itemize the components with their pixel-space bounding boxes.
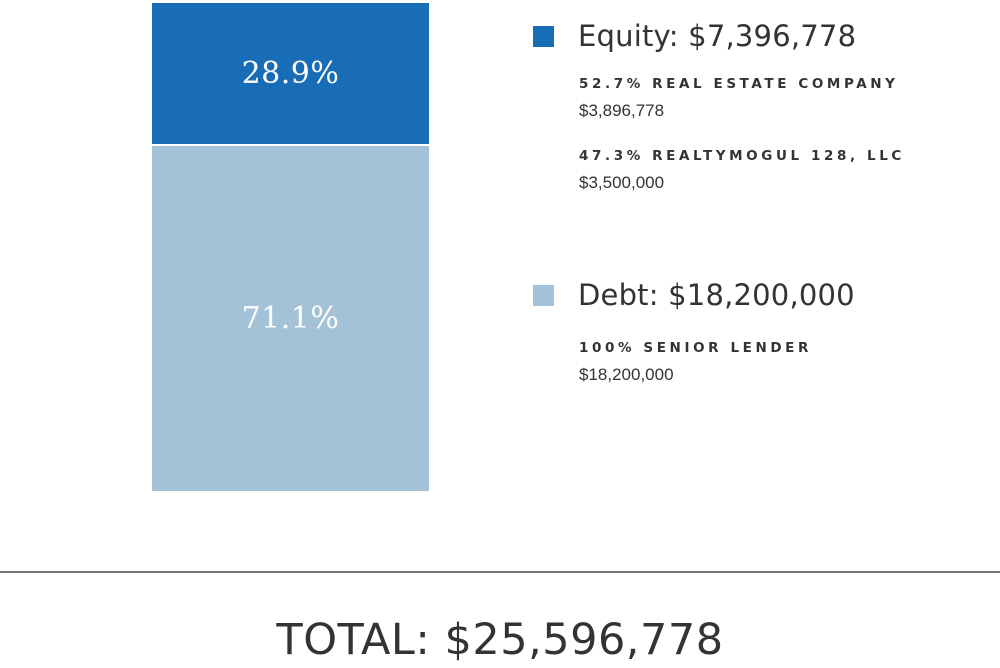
equity-holder-1-amount: $3,896,778 [579, 101, 665, 120]
equity-holder-2-name: 47.3% REALTYMOGUL 128, LLC [579, 148, 905, 164]
debt-holder-1-name: 100% SENIOR LENDER [579, 340, 812, 356]
bar-segment-equity: 28.9% [152, 3, 429, 144]
equity-holder-1-name: 52.7% REAL ESTATE COMPANY [579, 76, 899, 92]
legend-debt: Debt: $18,200,000 100% SENIOR LENDER $18… [533, 277, 855, 384]
debt-holder-1-amount: $18,200,000 [579, 365, 674, 384]
legend-equity-title: Equity: $7,396,778 [578, 19, 857, 53]
debt-holder-1: 100% SENIOR LENDER $18,200,000 [579, 339, 812, 385]
legend-debt-title: Debt: $18,200,000 [578, 278, 855, 312]
bar-value-label-equity: 28.9% [241, 56, 340, 91]
divider [0, 571, 1000, 573]
bar-value-label-debt: 71.1% [241, 301, 340, 336]
legend-equity-header: Equity: $7,396,778 [533, 18, 856, 54]
equity-holder-2-amount: $3,500,000 [579, 173, 665, 192]
legend-debt-header: Debt: $18,200,000 [533, 277, 855, 313]
equity-holder-1: 52.7% REAL ESTATE COMPANY $3,896,778 [579, 75, 899, 121]
legend-equity: Equity: $7,396,778 52.7% REAL ESTATE COM… [533, 18, 901, 192]
total-amount: TOTAL: $25,596,778 [276, 615, 724, 665]
equity-holder-2: 47.3% REALTYMOGUL 128, LLC $3,500,000 [579, 147, 905, 193]
debt-swatch [533, 284, 554, 306]
equity-swatch [533, 25, 554, 47]
stacked-bar: 28.9% 71.1% [152, 3, 429, 491]
bar-segment-debt: 71.1% [152, 144, 429, 491]
